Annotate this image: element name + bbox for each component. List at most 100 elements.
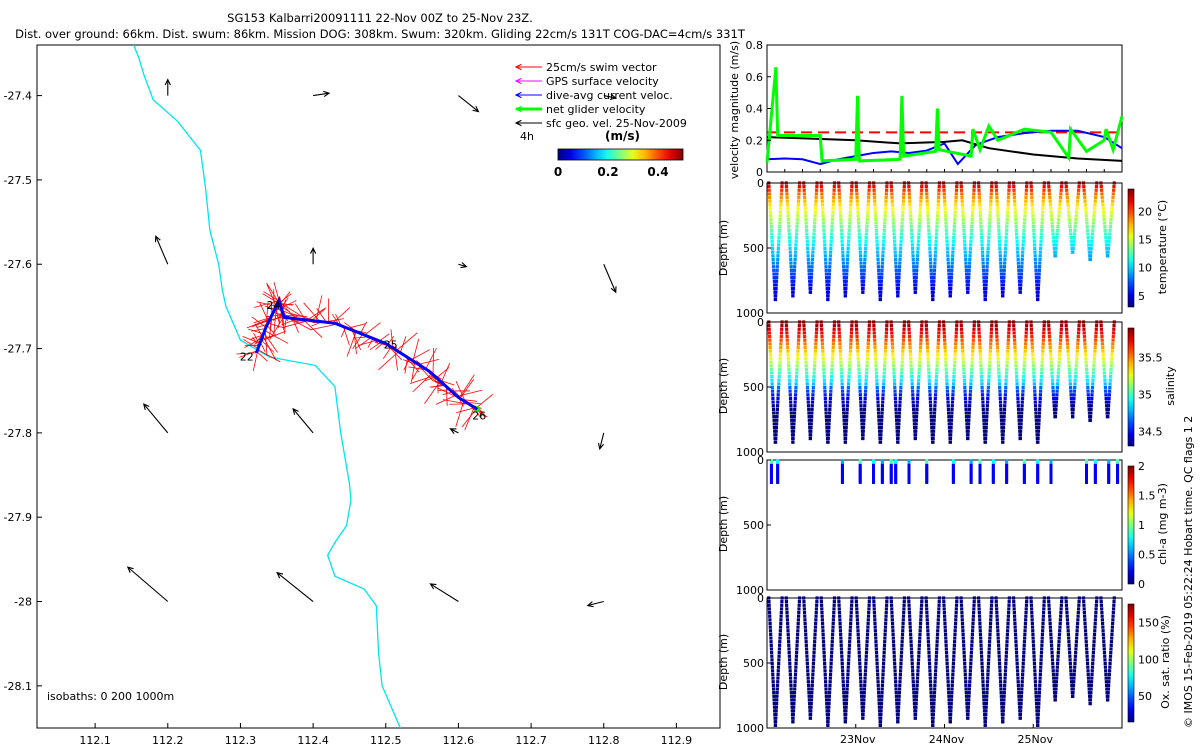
geo-vector (313, 92, 330, 97)
chl-sample (907, 476, 911, 480)
profile-sample (910, 651, 914, 655)
chl-sample (969, 462, 973, 466)
profile-sample (979, 643, 983, 647)
chl-sample (880, 459, 884, 463)
profile-sample (804, 221, 808, 225)
profile-sample (1099, 324, 1103, 328)
profile-sample (858, 385, 862, 390)
profile-sample (1015, 385, 1019, 390)
profile-sample (864, 665, 868, 669)
profile-sample (913, 286, 918, 291)
profile-sample (769, 647, 774, 651)
profile-sample (960, 621, 965, 626)
profile-sample (969, 651, 974, 655)
profile-sample (902, 610, 906, 615)
chl-sample (1093, 459, 1097, 463)
profile-sample (1066, 349, 1070, 353)
profile-sample (1048, 349, 1053, 353)
profile-sample (935, 371, 939, 375)
profile-sample (793, 396, 797, 401)
profile-sample (779, 206, 783, 211)
profile-sample (1007, 185, 1011, 189)
chl-sample (925, 480, 929, 484)
profile-sample (776, 396, 780, 401)
profile-sample (1074, 214, 1078, 218)
profile-sample (995, 331, 999, 335)
profile-sample (1091, 658, 1095, 662)
profile-sample (986, 385, 990, 390)
profile-sample (995, 199, 999, 203)
map-frame (36, 44, 721, 729)
profile-sample (892, 225, 896, 229)
profile-sample (1032, 371, 1036, 375)
profile-sample (809, 279, 813, 283)
profile-sample (856, 632, 860, 636)
profile-sample (907, 331, 911, 335)
profile-sample (831, 345, 835, 350)
profile-sample (878, 720, 883, 724)
profile-sample (988, 349, 992, 353)
profile-sample (772, 276, 776, 280)
profile-sample (854, 324, 859, 328)
profile-sample (1056, 371, 1060, 375)
profile-sample (837, 603, 841, 607)
profile-sample (1019, 276, 1023, 280)
profile-sample (1039, 389, 1043, 393)
profile-sample (912, 411, 916, 415)
profile-sample (848, 206, 853, 211)
profile-sample (1094, 327, 1098, 331)
profile-sample (954, 338, 958, 342)
profile-sample (900, 360, 904, 364)
profile-sample (1017, 415, 1021, 419)
profile-sample (933, 407, 937, 411)
profile-sample (909, 643, 913, 647)
profile-sample (822, 236, 826, 240)
profile-sample (1106, 246, 1111, 251)
profile-sample (943, 342, 947, 346)
profile-sample (771, 393, 775, 397)
profile-sample (1031, 349, 1035, 353)
profile-sample (837, 610, 842, 615)
chl-sample (991, 474, 995, 478)
profile-sample (1031, 221, 1035, 225)
profile-sample (806, 261, 811, 265)
profile-sample (944, 364, 948, 368)
profile-sample (771, 672, 775, 677)
chl-sample (1049, 476, 1053, 480)
profile-sample (942, 600, 946, 604)
profile-sample (959, 327, 964, 331)
profile-sample (769, 640, 773, 644)
profile-sample (1037, 698, 1041, 702)
profile-sample (866, 629, 870, 633)
profile-sample (863, 669, 868, 673)
profile-sample (776, 680, 780, 684)
profile-sample (856, 629, 860, 633)
profile-sample (809, 286, 813, 291)
profile-sample (820, 603, 824, 607)
profile-sample (1067, 371, 1072, 375)
profile-sample (771, 680, 775, 684)
profile-sample (1102, 367, 1106, 371)
profile-sample (829, 378, 833, 382)
profile-sample (1013, 632, 1018, 636)
profile-sample (778, 360, 782, 364)
profile-sample (867, 195, 871, 200)
profile-sample (778, 349, 783, 353)
profile-sample (996, 640, 1001, 644)
profile-sample (855, 331, 859, 335)
profile-sample (872, 181, 876, 185)
chl-sample (978, 473, 982, 477)
profile-sample (855, 610, 859, 615)
profile-sample (866, 614, 871, 618)
profile-sample (1065, 610, 1069, 615)
profile-sample (1085, 371, 1089, 375)
profile-sample (847, 225, 852, 229)
profile-sample (809, 429, 813, 433)
profile-sample (936, 618, 940, 622)
profile-sample (1088, 418, 1092, 422)
profile-sample (866, 349, 870, 353)
profile-sample (896, 712, 900, 717)
profile-sample (907, 181, 911, 185)
profile-sample (823, 661, 827, 666)
profile-sample (845, 400, 850, 404)
